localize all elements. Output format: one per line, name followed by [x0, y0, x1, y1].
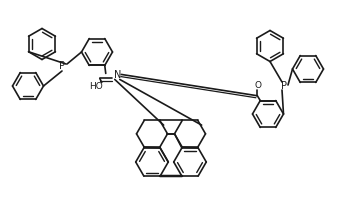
Text: O: O	[255, 81, 262, 90]
Text: N: N	[114, 70, 121, 80]
Text: HO: HO	[89, 82, 102, 91]
Text: P: P	[59, 61, 65, 71]
Text: P: P	[281, 81, 287, 91]
